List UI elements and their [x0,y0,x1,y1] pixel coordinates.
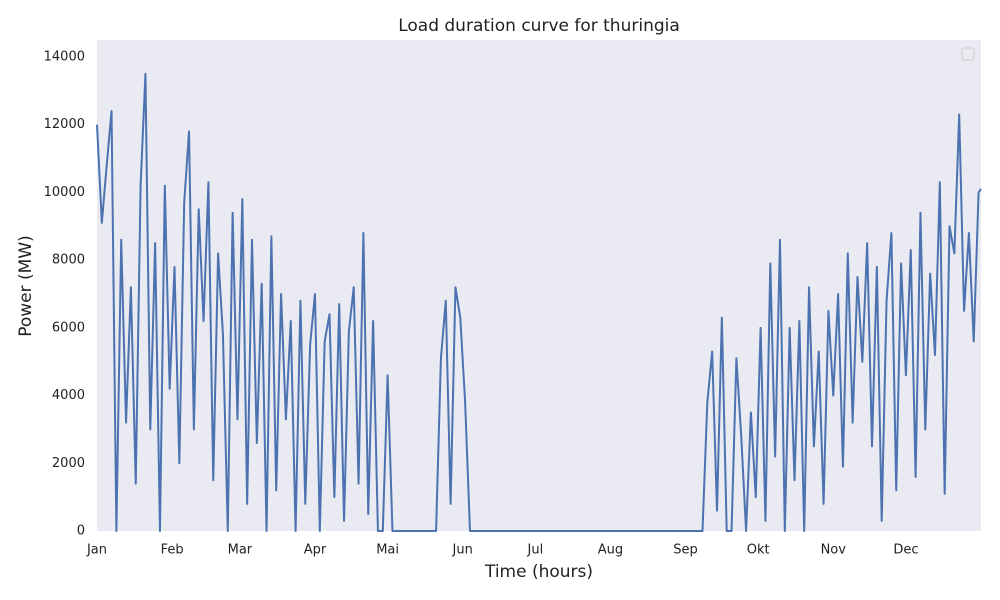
y-axis-label: Power (MW) [16,235,36,337]
x-axis-label: Time (hours) [484,562,593,582]
x-tick-label: Jan [86,543,107,558]
y-tick-label: 10000 [44,185,85,200]
y-tick-label: 0 [77,524,85,539]
x-tick-label: Sep [673,543,698,558]
x-tick-label: Mar [228,543,253,558]
x-tick-label: Nov [821,543,847,558]
x-tick-label: Apr [304,543,327,558]
y-tick-label: 8000 [52,253,85,268]
x-tick-label: Feb [161,543,184,558]
chart-title: Load duration curve for thuringia [398,16,680,36]
x-tick-label: Mai [376,543,399,558]
y-tick-label: 2000 [52,456,85,471]
x-tick-label: Dec [893,543,918,558]
legend-box [961,47,975,61]
y-tick-label: 14000 [44,49,85,64]
x-tick-label: Okt [747,543,770,558]
x-tick-label: Aug [598,543,623,558]
x-tick-label: Jun [452,543,473,558]
series-line [96,72,982,532]
y-tick-label: 6000 [52,320,85,335]
y-tick-label: 12000 [44,117,85,132]
x-tick-label: Jul [527,543,544,558]
y-tick-label: 4000 [52,388,85,403]
